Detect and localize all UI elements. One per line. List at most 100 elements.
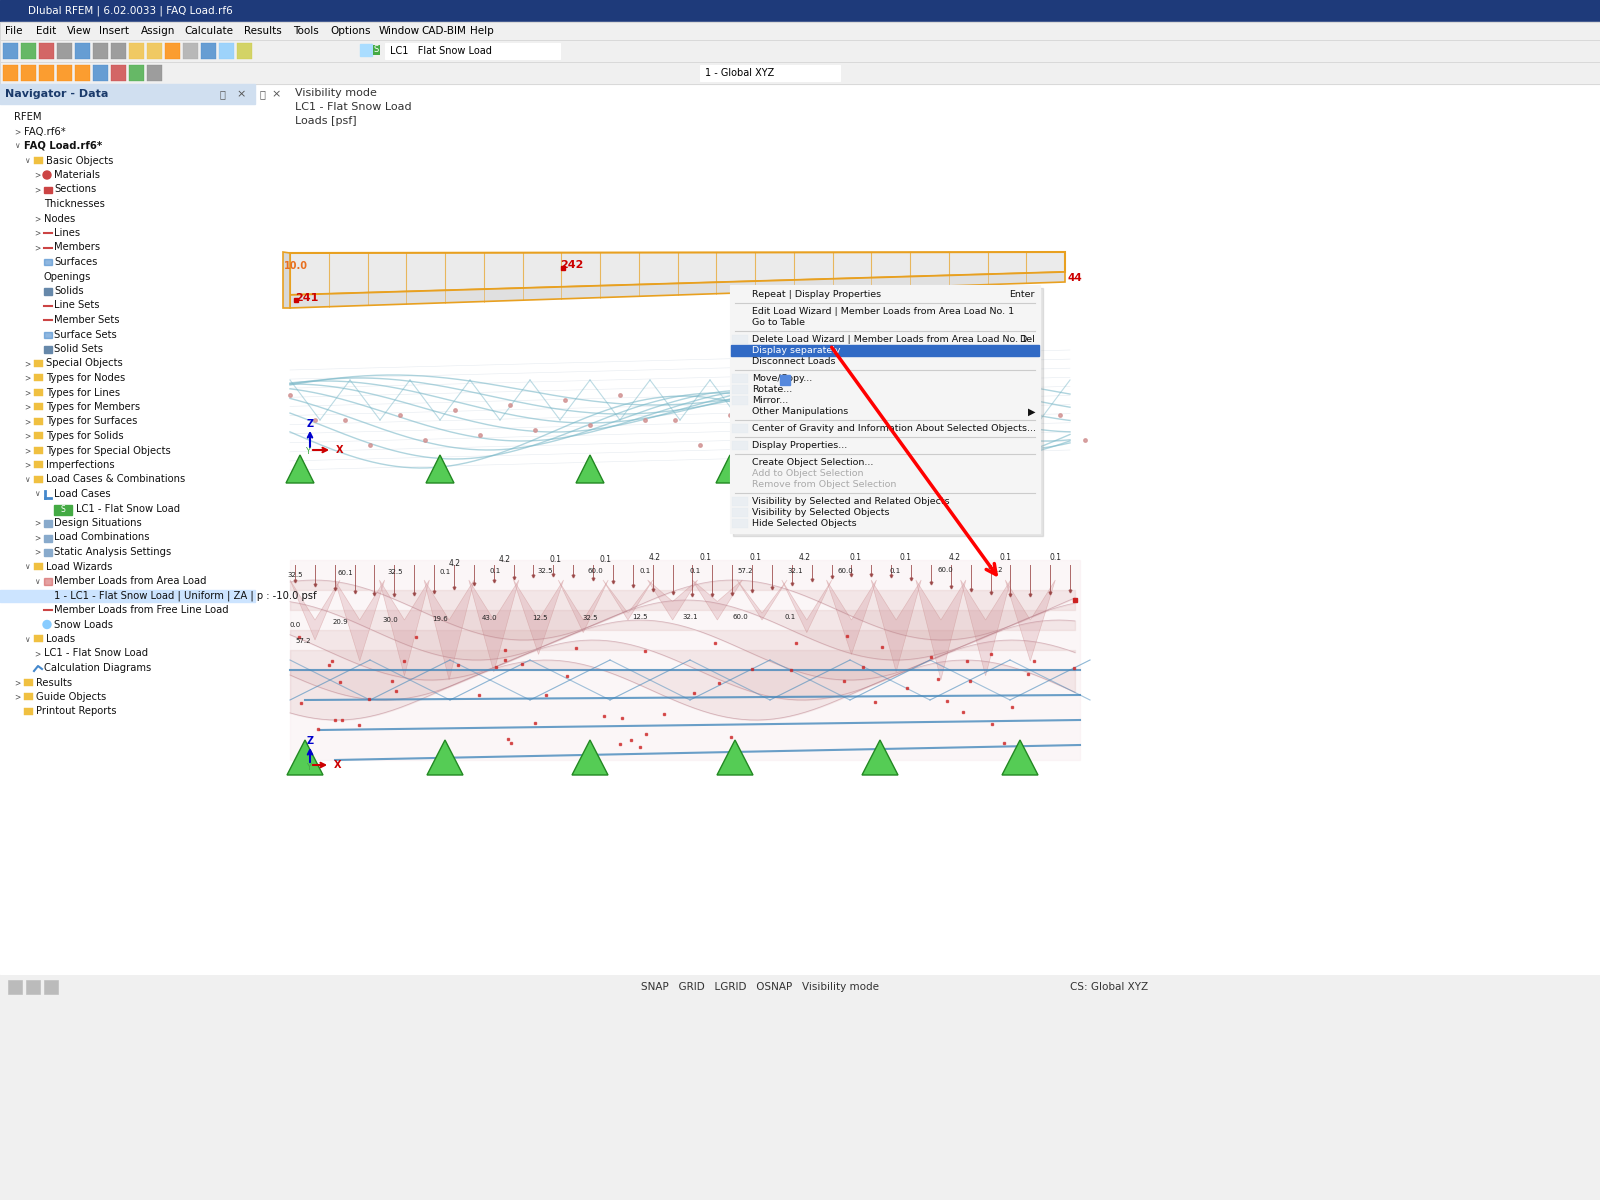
Text: Nodes: Nodes xyxy=(45,214,75,223)
Text: 44: 44 xyxy=(1069,272,1083,283)
Text: >: > xyxy=(34,170,40,180)
Text: 0.1: 0.1 xyxy=(749,553,762,563)
FancyBboxPatch shape xyxy=(34,360,43,366)
Text: 4.2: 4.2 xyxy=(798,553,811,563)
Text: Disconnect Loads: Disconnect Loads xyxy=(752,358,835,366)
Text: 12.5: 12.5 xyxy=(533,614,547,622)
Text: 32.1: 32.1 xyxy=(682,614,698,620)
Text: Remove from Object Selection: Remove from Object Selection xyxy=(752,480,896,490)
Text: 60.0: 60.0 xyxy=(587,568,603,574)
Text: S: S xyxy=(61,505,66,514)
Text: Types for Special Objects: Types for Special Objects xyxy=(46,445,171,456)
FancyBboxPatch shape xyxy=(34,446,43,454)
Bar xyxy=(110,43,126,59)
Text: Visibility by Selected and Related Objects: Visibility by Selected and Related Objec… xyxy=(752,497,950,506)
Bar xyxy=(733,508,749,517)
Polygon shape xyxy=(693,580,742,620)
Text: Other Manipulations: Other Manipulations xyxy=(752,407,848,416)
Text: Results: Results xyxy=(245,26,282,36)
Text: Types for Nodes: Types for Nodes xyxy=(46,373,125,383)
Text: 4.2: 4.2 xyxy=(450,558,461,568)
Text: >: > xyxy=(24,402,30,412)
Text: Thicknesses: Thicknesses xyxy=(45,199,106,209)
Text: 0.1: 0.1 xyxy=(1050,552,1061,562)
Polygon shape xyxy=(514,580,563,654)
Text: 32.5: 32.5 xyxy=(582,614,598,622)
Text: >: > xyxy=(34,547,40,557)
Text: 10.0: 10.0 xyxy=(285,260,307,271)
Text: 1 - LC1 - Flat Snow Load | Uniform | ZA | p : -10.0 psf: 1 - LC1 - Flat Snow Load | Uniform | ZA … xyxy=(54,590,317,601)
FancyBboxPatch shape xyxy=(34,403,43,410)
Bar xyxy=(147,43,162,59)
Polygon shape xyxy=(286,455,314,482)
Polygon shape xyxy=(717,455,744,482)
FancyBboxPatch shape xyxy=(34,374,43,382)
Text: Go to Table: Go to Table xyxy=(752,318,805,326)
Bar xyxy=(8,980,22,994)
Polygon shape xyxy=(576,455,605,482)
Polygon shape xyxy=(283,252,290,308)
Polygon shape xyxy=(426,455,454,482)
Text: 4.2: 4.2 xyxy=(650,553,661,563)
Polygon shape xyxy=(782,580,832,632)
Polygon shape xyxy=(862,740,898,775)
Text: Lines: Lines xyxy=(54,228,80,238)
Text: Window: Window xyxy=(379,26,419,36)
FancyBboxPatch shape xyxy=(24,692,34,700)
Text: >: > xyxy=(14,678,21,686)
Text: 57.2: 57.2 xyxy=(987,566,1003,572)
Text: >: > xyxy=(24,359,30,368)
Circle shape xyxy=(43,170,51,179)
Text: ×: × xyxy=(270,89,280,98)
Polygon shape xyxy=(870,580,922,672)
Text: 32.5: 32.5 xyxy=(538,568,552,574)
Text: 32.5: 32.5 xyxy=(387,569,403,575)
Text: 241: 241 xyxy=(294,293,318,302)
Text: >: > xyxy=(34,185,40,194)
Bar xyxy=(0,0,1600,22)
Bar xyxy=(733,518,749,528)
Bar xyxy=(45,578,51,584)
Text: 60.0: 60.0 xyxy=(938,566,954,572)
FancyBboxPatch shape xyxy=(24,678,34,685)
Bar xyxy=(733,497,749,506)
Text: ∨: ∨ xyxy=(34,490,40,498)
Text: Z: Z xyxy=(307,419,314,428)
Text: Types for Lines: Types for Lines xyxy=(46,388,120,397)
Bar xyxy=(26,980,40,994)
Text: Printout Reports: Printout Reports xyxy=(35,707,117,716)
Text: Design Situations: Design Situations xyxy=(54,518,142,528)
FancyBboxPatch shape xyxy=(34,563,43,570)
Text: LC1 - Flat Snow Load: LC1 - Flat Snow Load xyxy=(45,648,149,659)
Bar xyxy=(0,84,254,104)
Bar xyxy=(45,550,51,556)
Text: LC1   Flat Snow Load: LC1 Flat Snow Load xyxy=(390,46,491,56)
Text: 32.5: 32.5 xyxy=(288,572,302,578)
Text: 0.1: 0.1 xyxy=(784,614,795,620)
Polygon shape xyxy=(648,580,698,620)
Bar xyxy=(45,259,51,265)
Bar xyxy=(360,44,371,56)
Polygon shape xyxy=(1002,740,1038,775)
Text: Edit Load Wizard | Member Loads from Area Load No. 1: Edit Load Wizard | Member Loads from Are… xyxy=(752,307,1014,316)
Circle shape xyxy=(43,620,51,629)
Polygon shape xyxy=(1005,580,1056,661)
Bar xyxy=(733,440,749,450)
Bar xyxy=(733,385,749,394)
Text: File: File xyxy=(5,26,22,36)
Text: >: > xyxy=(24,432,30,440)
Polygon shape xyxy=(960,580,1011,676)
Text: >: > xyxy=(14,692,21,702)
Bar xyxy=(45,520,51,527)
Text: Load Wizards: Load Wizards xyxy=(46,562,112,571)
Text: Imperfections: Imperfections xyxy=(46,460,115,470)
Text: 🖈: 🖈 xyxy=(259,89,266,98)
Bar xyxy=(0,22,1600,40)
Text: Mirror...: Mirror... xyxy=(752,396,789,404)
Bar xyxy=(219,43,234,59)
Bar xyxy=(45,186,51,192)
Text: 0.1: 0.1 xyxy=(899,553,910,563)
Text: ∨: ∨ xyxy=(24,156,30,164)
Text: 30.0: 30.0 xyxy=(382,617,398,623)
Text: Options: Options xyxy=(330,26,371,36)
